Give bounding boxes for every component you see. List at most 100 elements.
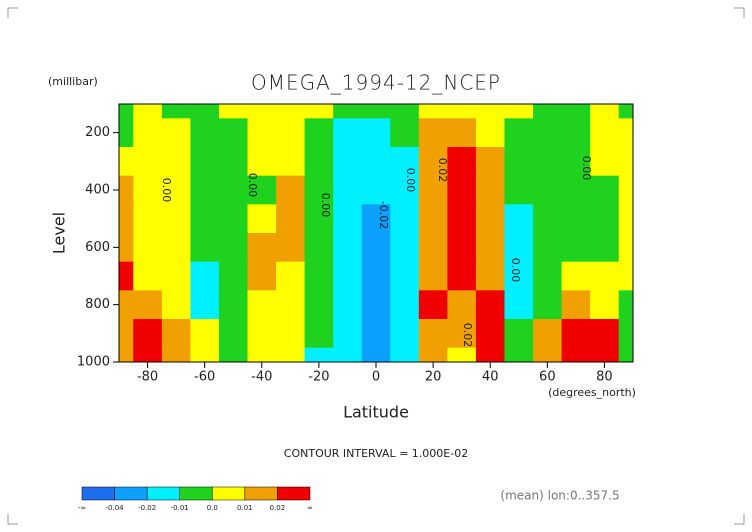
contour-cell: [247, 233, 277, 263]
contour-cell: [447, 290, 477, 320]
colorbar-label: -0.04: [106, 504, 125, 512]
contour-cell: [133, 175, 163, 205]
contour-cell: [190, 175, 220, 205]
chart-title: OMEGA_1994-12_NCEP: [251, 71, 501, 95]
contour-cell: [119, 175, 134, 205]
contour-cell: [390, 147, 420, 177]
contour-cell: [161, 175, 191, 205]
x-tick-label: 60: [539, 370, 556, 385]
colorbar-swatch: [179, 486, 213, 501]
contour-cell: [504, 261, 534, 291]
contour-cell: [333, 347, 363, 362]
contour-cell: [590, 347, 620, 362]
contour-cell: [190, 147, 220, 177]
contour-cell: [119, 261, 134, 291]
contour-cell: [504, 347, 534, 362]
contour-cell: [447, 175, 477, 205]
contour-cell: [561, 204, 591, 234]
contour-cell: [618, 319, 633, 349]
contour-label: 0.00: [580, 156, 593, 181]
y-tick-label: 800: [85, 297, 110, 312]
contour-cell: [390, 233, 420, 263]
contour-cell: [418, 104, 448, 119]
contour-cell: [133, 118, 163, 148]
corner-marks: [7, 7, 745, 525]
contour-interval: CONTOUR INTERVAL = 1.000E-02: [284, 447, 468, 460]
contour-cell: [247, 204, 277, 234]
contour-cell: [361, 118, 391, 148]
contour-cell: [590, 204, 620, 234]
contour-cell: [447, 147, 477, 177]
contour-cell: [276, 104, 306, 119]
contour-cell: [475, 104, 505, 119]
contour-cell: [304, 233, 334, 263]
contour-cell: [361, 175, 391, 205]
contour-label: 0.00: [319, 193, 332, 218]
contour-cell: [333, 175, 363, 205]
contour-cell: [447, 104, 477, 119]
contour-cell: [475, 261, 505, 291]
contour-cell: [276, 204, 306, 234]
contour-cell: [218, 319, 248, 349]
contour-cell: [361, 204, 391, 234]
contour-cell: [119, 118, 134, 148]
contour-cell: [361, 290, 391, 320]
contour-cell: [133, 290, 163, 320]
contour-cell: [618, 147, 633, 177]
contour-cell: [561, 233, 591, 263]
contour-label: 0.02: [461, 323, 474, 348]
contour-cell: [561, 347, 591, 362]
contour-cell: [218, 261, 248, 291]
contour-cell: [418, 118, 448, 148]
contour-cell: [590, 233, 620, 263]
contour-cell: [333, 233, 363, 263]
contour-cell: [390, 104, 420, 119]
contour-cell: [447, 319, 477, 349]
contour-field: [119, 104, 633, 362]
colorbar-swatch: [244, 486, 278, 501]
contour-cell: [276, 290, 306, 320]
contour-cell: [276, 261, 306, 291]
contour-cell: [190, 233, 220, 263]
contour-label: 0.02: [436, 158, 449, 183]
y-tick-label: 400: [85, 183, 110, 198]
contour-cell: [190, 104, 220, 119]
contour-cell: [361, 319, 391, 349]
contour-cell: [475, 319, 505, 349]
contour-cell: [418, 204, 448, 234]
contour-cell: [390, 204, 420, 234]
contour-cell: [561, 147, 591, 177]
contour-cell: [304, 104, 334, 119]
contour-cell: [533, 347, 563, 362]
contour-cell: [447, 261, 477, 291]
contour-cell: [533, 118, 563, 148]
colorbar-label: ∞: [307, 504, 313, 512]
contour-cell: [119, 104, 134, 119]
colorbar-label: -∞: [78, 504, 86, 512]
contour-cell: [119, 204, 134, 234]
contour-cell: [418, 261, 448, 291]
contour-cell: [247, 290, 277, 320]
contour-cell: [618, 175, 633, 205]
x-tick-label: 0: [372, 370, 380, 385]
contour-cell: [333, 204, 363, 234]
contour-cell: [190, 118, 220, 148]
contour-cell: [304, 118, 334, 148]
colorbar-label: 0.01: [237, 504, 253, 512]
contour-cell: [475, 347, 505, 362]
contour-cell: [418, 147, 448, 177]
contour-cell: [504, 204, 534, 234]
contour-label: 0.00: [160, 178, 173, 203]
contour-cell: [276, 147, 306, 177]
contour-cell: [247, 118, 277, 148]
contour-cell: [618, 204, 633, 234]
contour-cell: [218, 233, 248, 263]
contour-cell: [475, 175, 505, 205]
contour-cell: [119, 319, 134, 349]
contour-cell: [561, 290, 591, 320]
contour-cell: [133, 233, 163, 263]
contour-cell: [447, 347, 477, 362]
contour-cell: [504, 233, 534, 263]
colorbar-swatch: [212, 486, 246, 501]
